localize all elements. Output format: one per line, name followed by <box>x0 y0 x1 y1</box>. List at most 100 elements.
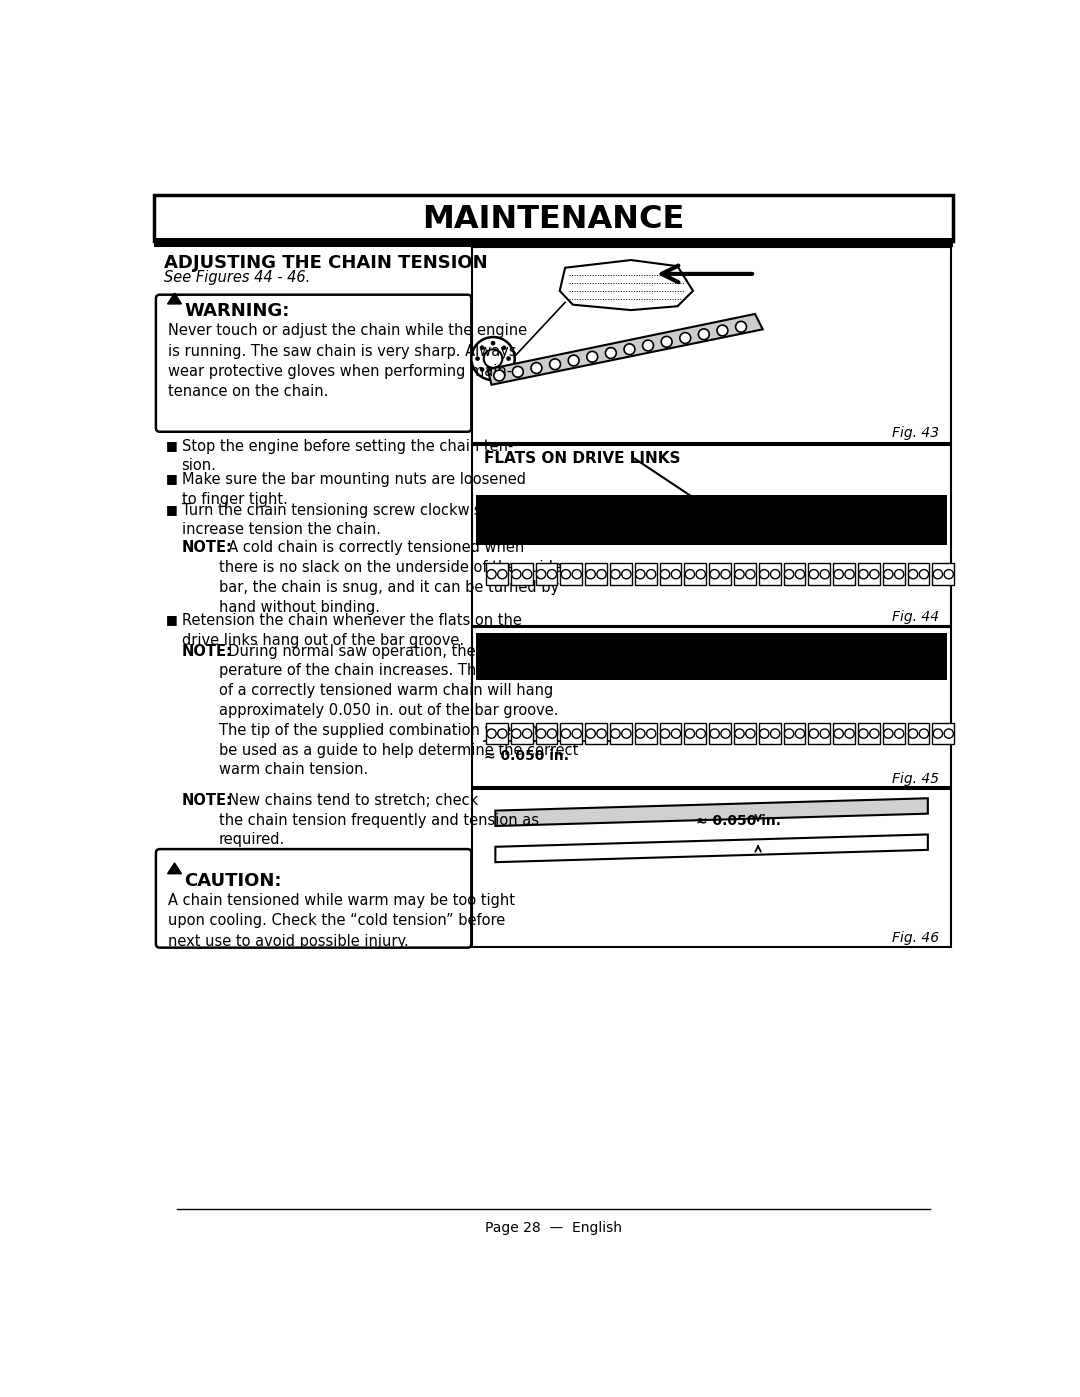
Bar <box>561 563 582 585</box>
Polygon shape <box>496 834 928 862</box>
Bar <box>511 722 532 745</box>
Bar <box>759 563 781 585</box>
Bar <box>660 722 681 745</box>
Circle shape <box>531 363 542 373</box>
Circle shape <box>523 570 531 578</box>
Bar <box>859 563 880 585</box>
Bar <box>154 194 953 240</box>
Bar <box>511 563 532 585</box>
Circle shape <box>562 570 570 578</box>
Circle shape <box>624 344 635 355</box>
Bar <box>154 237 953 247</box>
Text: ADJUSTING THE CHAIN TENSION: ADJUSTING THE CHAIN TENSION <box>164 254 488 272</box>
Circle shape <box>685 570 694 578</box>
Circle shape <box>734 570 744 578</box>
Circle shape <box>697 570 705 578</box>
Circle shape <box>498 570 507 578</box>
Text: MAINTENANCE: MAINTENANCE <box>422 204 685 235</box>
Text: ■: ■ <box>166 439 178 451</box>
Circle shape <box>548 570 556 578</box>
Bar <box>907 563 930 585</box>
Circle shape <box>597 570 606 578</box>
Bar <box>907 722 930 745</box>
Bar <box>486 563 508 585</box>
Text: See Figures 44 - 46.: See Figures 44 - 46. <box>164 270 311 285</box>
Circle shape <box>883 729 893 738</box>
Polygon shape <box>702 683 721 696</box>
Circle shape <box>845 729 854 738</box>
Circle shape <box>859 570 868 578</box>
Circle shape <box>894 570 904 578</box>
Circle shape <box>537 570 545 578</box>
Bar <box>734 722 756 745</box>
Text: Fig. 43: Fig. 43 <box>892 426 940 440</box>
Circle shape <box>721 729 730 738</box>
Text: CAUTION:: CAUTION: <box>185 872 282 890</box>
Circle shape <box>586 729 595 738</box>
Circle shape <box>568 355 579 366</box>
Bar <box>859 722 880 745</box>
Bar <box>635 722 657 745</box>
Circle shape <box>490 341 496 345</box>
Circle shape <box>759 729 769 738</box>
Circle shape <box>745 570 755 578</box>
Circle shape <box>919 570 929 578</box>
Circle shape <box>710 570 719 578</box>
Circle shape <box>883 570 893 578</box>
Bar <box>635 563 657 585</box>
Polygon shape <box>488 314 762 384</box>
Polygon shape <box>496 798 928 826</box>
Text: Stop the engine before setting the chain ten-
sion.: Stop the engine before setting the chain… <box>181 439 513 474</box>
Circle shape <box>770 729 780 738</box>
Text: ■: ■ <box>166 472 178 485</box>
Bar <box>784 563 806 585</box>
Text: Fig. 45: Fig. 45 <box>892 773 940 787</box>
Bar <box>476 633 947 680</box>
Bar <box>882 722 905 745</box>
Circle shape <box>770 570 780 578</box>
Circle shape <box>859 729 868 738</box>
Text: A chain tensioned while warm may be too tight
upon cooling. Check the “cold tens: A chain tensioned while warm may be too … <box>168 893 515 949</box>
Circle shape <box>908 729 918 738</box>
Circle shape <box>512 366 524 377</box>
Circle shape <box>685 729 694 738</box>
Circle shape <box>471 337 515 380</box>
Text: FLATS ON DRIVE LINKS: FLATS ON DRIVE LINKS <box>484 451 680 467</box>
Polygon shape <box>167 293 181 305</box>
Circle shape <box>512 570 521 578</box>
Circle shape <box>475 356 480 360</box>
Circle shape <box>484 349 502 367</box>
Circle shape <box>809 729 819 738</box>
Bar <box>685 563 706 585</box>
Text: Turn the chain tensioning screw clockwise to
increase tension the chain.: Turn the chain tensioning screw clockwis… <box>181 503 510 538</box>
Circle shape <box>845 570 854 578</box>
Circle shape <box>636 570 645 578</box>
Circle shape <box>548 729 556 738</box>
Circle shape <box>734 729 744 738</box>
Bar <box>759 722 781 745</box>
Bar <box>585 563 607 585</box>
Text: ■: ■ <box>166 613 178 626</box>
Circle shape <box>919 729 929 738</box>
Text: Make sure the bar mounting nuts are loosened
to finger tight.: Make sure the bar mounting nuts are loos… <box>181 472 526 507</box>
Bar <box>660 563 681 585</box>
Bar <box>932 563 954 585</box>
Circle shape <box>672 729 680 738</box>
Bar <box>734 563 756 585</box>
Bar <box>610 722 632 745</box>
Circle shape <box>710 729 719 738</box>
Circle shape <box>894 729 904 738</box>
Circle shape <box>647 729 656 738</box>
Bar <box>809 722 831 745</box>
Circle shape <box>869 570 879 578</box>
Circle shape <box>622 570 631 578</box>
Circle shape <box>679 332 691 344</box>
Circle shape <box>834 570 843 578</box>
Circle shape <box>647 570 656 578</box>
Text: Never touch or adjust the chain while the engine
is running. The saw chain is ve: Never touch or adjust the chain while th… <box>168 323 527 400</box>
Circle shape <box>809 570 819 578</box>
Circle shape <box>820 570 829 578</box>
Circle shape <box>784 729 794 738</box>
Text: NOTE:: NOTE: <box>181 793 232 807</box>
Circle shape <box>512 729 521 738</box>
